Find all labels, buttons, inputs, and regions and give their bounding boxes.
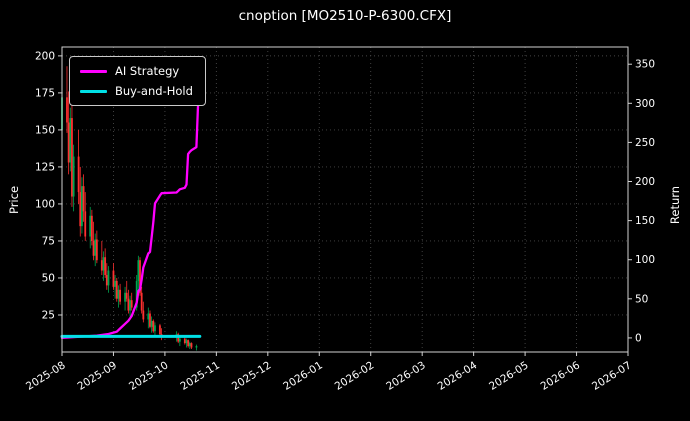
price-tick-label: 100 — [35, 198, 55, 210]
return-tick-label: 350 — [635, 59, 655, 71]
candle-body — [69, 118, 72, 163]
candle-body — [177, 334, 180, 342]
return-tick-label: 0 — [635, 332, 642, 344]
candle-body — [139, 260, 141, 293]
candle-body — [105, 275, 108, 286]
candle-body — [125, 292, 128, 299]
price-tick-label: 25 — [42, 309, 55, 321]
candle-body — [185, 340, 188, 344]
candle-body — [124, 292, 126, 302]
candle-body — [72, 156, 75, 197]
date-tick-label: 2026-06 — [539, 359, 583, 393]
candle-body — [178, 338, 181, 342]
candle-body — [142, 310, 145, 320]
return-tick-label: 100 — [635, 254, 655, 266]
candle-body — [135, 280, 138, 308]
candle-body — [187, 340, 190, 347]
candle-body — [159, 325, 161, 335]
candle-body — [102, 257, 105, 271]
candle-body — [117, 289, 120, 299]
legend-item-ai-strategy: AI Strategy — [80, 64, 193, 78]
candle-body — [152, 320, 155, 332]
price-tick-label: 200 — [35, 50, 55, 62]
buy-and-hold-line-swatch — [80, 89, 107, 93]
legend-label-buy-and-hold: Buy-and-Hold — [115, 84, 193, 98]
price-tick-label: 50 — [42, 272, 55, 284]
date-tick-label: 2026-03 — [384, 359, 428, 392]
legend-label-ai-strategy: AI Strategy — [115, 64, 180, 78]
candle-body — [183, 338, 186, 344]
candle-body — [92, 240, 95, 256]
candle-body — [130, 300, 133, 308]
plot-frame — [61, 46, 629, 353]
candle-body — [127, 298, 130, 311]
candle-body — [77, 156, 80, 193]
candle-body — [89, 215, 92, 237]
candle-body — [67, 122, 70, 163]
return-tick-label: 150 — [635, 215, 655, 227]
return-tick-label: 50 — [635, 293, 648, 305]
ai-strategy-line — [60, 56, 201, 340]
date-tick-label: 2025-09 — [75, 359, 119, 392]
date-tick-label: 2026-04 — [436, 359, 480, 393]
chart-title: cnoption [MO2510-P-6300.CFX] — [238, 8, 452, 24]
price-tick-label: 175 — [35, 87, 55, 99]
candle-body — [79, 192, 82, 227]
date-tick-label: 2025-12 — [230, 359, 274, 392]
candle-body — [81, 186, 83, 227]
candle-body — [95, 239, 98, 261]
date-tick-label: 2026-02 — [333, 359, 377, 392]
date-tick-label: 2026-05 — [487, 359, 531, 392]
candle-body — [71, 118, 73, 197]
candle-body — [90, 215, 93, 241]
candle-body — [112, 270, 115, 287]
legend: AI Strategy Buy-and-Hold — [69, 56, 206, 106]
candle-body — [94, 239, 97, 256]
return-tick-label: 250 — [635, 137, 655, 149]
legend-item-buy-and-hold: Buy-and-Hold — [80, 84, 193, 98]
candle-body — [140, 292, 143, 311]
return-tick-label: 300 — [635, 98, 655, 110]
candle-body — [154, 325, 156, 332]
candle-body — [104, 257, 107, 276]
price-tick-label: 75 — [42, 235, 55, 247]
date-tick-label: 2025-08 — [24, 359, 68, 392]
candle-body — [190, 343, 193, 348]
candle-body — [119, 289, 121, 302]
candle-body — [107, 270, 110, 286]
return-series — [60, 56, 202, 340]
candle-body — [82, 186, 85, 212]
price-tick-label: 125 — [35, 161, 55, 173]
y-axis-label-return: Return — [668, 185, 682, 225]
y-axis-label-price: Price — [7, 185, 21, 215]
ai-strategy-line-swatch — [80, 69, 107, 73]
date-tick-label: 2026-01 — [281, 359, 325, 392]
price-tick-label: 150 — [35, 124, 55, 136]
return-tick-label: 200 — [635, 176, 655, 188]
candlestick-series — [61, 66, 198, 351]
date-tick-label: 2025-10 — [127, 359, 171, 392]
candle-body — [66, 97, 68, 123]
candle-body — [147, 313, 150, 320]
candle-body — [129, 300, 131, 311]
candle-body — [149, 313, 151, 327]
candle-body — [195, 346, 198, 348]
candle-body — [114, 280, 117, 287]
candle-body — [188, 343, 191, 347]
date-tick-label: 2026-07 — [590, 359, 634, 392]
candle-body — [115, 280, 118, 299]
candle-body — [100, 260, 103, 271]
candle-body — [150, 320, 153, 327]
date-tick-label: 2025-11 — [178, 359, 222, 392]
candle-body — [137, 260, 140, 281]
candle-body — [84, 211, 87, 237]
